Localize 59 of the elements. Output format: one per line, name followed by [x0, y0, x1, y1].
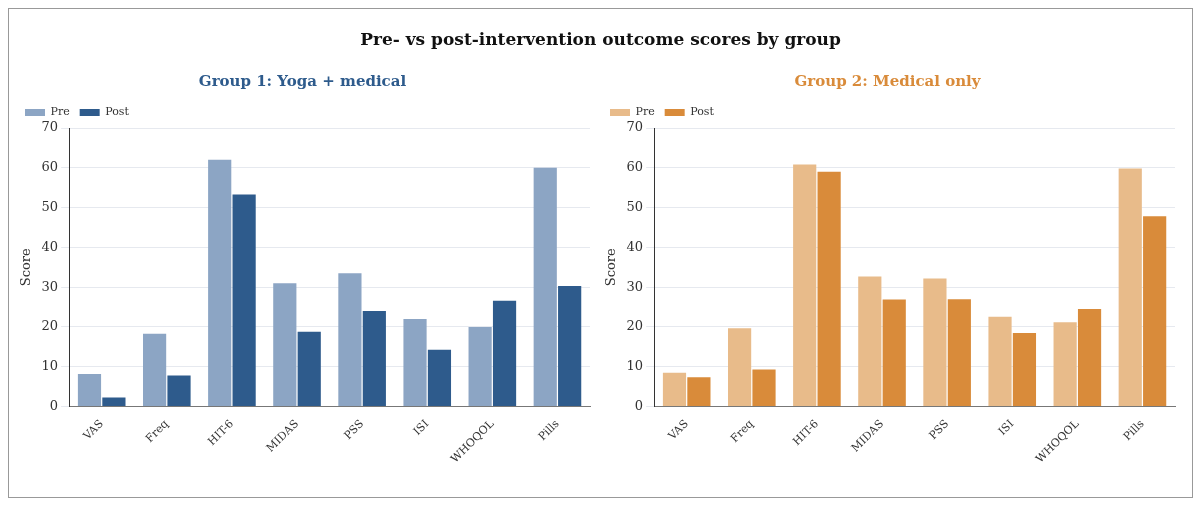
y-tick-label: 20: [626, 318, 644, 334]
bar: [793, 164, 817, 407]
bar: [728, 328, 752, 407]
y-tick-label: 60: [41, 159, 59, 175]
bar: [687, 377, 711, 407]
y-tick-label: 0: [49, 397, 59, 413]
bar: [558, 286, 582, 407]
bar: [273, 283, 297, 407]
bar: [492, 300, 517, 407]
y-tick-label: 30: [41, 278, 59, 294]
bar: [947, 299, 971, 407]
bar: [362, 311, 386, 407]
bar: [1012, 332, 1037, 407]
legend-label: Pre: [635, 105, 655, 119]
x-tick-label: ISI: [410, 417, 432, 438]
y-tick-label: 70: [41, 119, 59, 135]
bar: [427, 349, 452, 407]
y-tick-label: 70: [626, 119, 644, 135]
bar: [232, 194, 256, 407]
bar: [297, 331, 321, 407]
y-tick-label: 30: [626, 278, 644, 294]
bar: [167, 375, 191, 407]
bar: [1053, 322, 1077, 407]
bar: [1118, 168, 1142, 407]
bar: [102, 397, 126, 407]
bar: [858, 276, 882, 407]
y-tick-label: 10: [41, 358, 59, 374]
y-tick-label: 60: [626, 159, 644, 175]
bar: [143, 333, 167, 407]
chart-title: Pre- vs post-intervention outcome scores by group: [359, 28, 842, 51]
y-tick-label: 10: [626, 358, 644, 374]
bar: [752, 369, 776, 407]
bar: [882, 299, 906, 407]
y-tick-label: 0: [634, 397, 644, 413]
chart-subtitle: Group 1: Yoga + medical: [198, 71, 407, 90]
y-tick-label: 20: [41, 318, 59, 334]
bar: [338, 273, 362, 407]
bar: [1143, 216, 1167, 407]
x-tick-label: ISI: [995, 417, 1017, 438]
y-axis-title: Score: [18, 248, 34, 287]
bar: [662, 372, 687, 407]
chart-subtitle: Group 2: Medical only: [794, 71, 982, 90]
y-tick-label: 50: [41, 198, 59, 214]
y-tick-label: 40: [41, 238, 59, 254]
bar: [208, 159, 232, 407]
bar: [403, 319, 427, 407]
y-axis-title: Score: [603, 248, 619, 287]
bar: [77, 373, 102, 407]
bar: [988, 316, 1012, 407]
bar: [533, 167, 557, 407]
y-tick-label: 50: [626, 198, 644, 214]
y-tick-label: 40: [626, 238, 644, 254]
bar: [468, 327, 492, 407]
legend-label: Post: [105, 105, 130, 119]
bar: [1077, 309, 1102, 407]
legend-label: Pre: [50, 105, 70, 119]
legend-label: Post: [690, 105, 715, 119]
bar: [923, 278, 947, 407]
bar: [817, 171, 841, 407]
